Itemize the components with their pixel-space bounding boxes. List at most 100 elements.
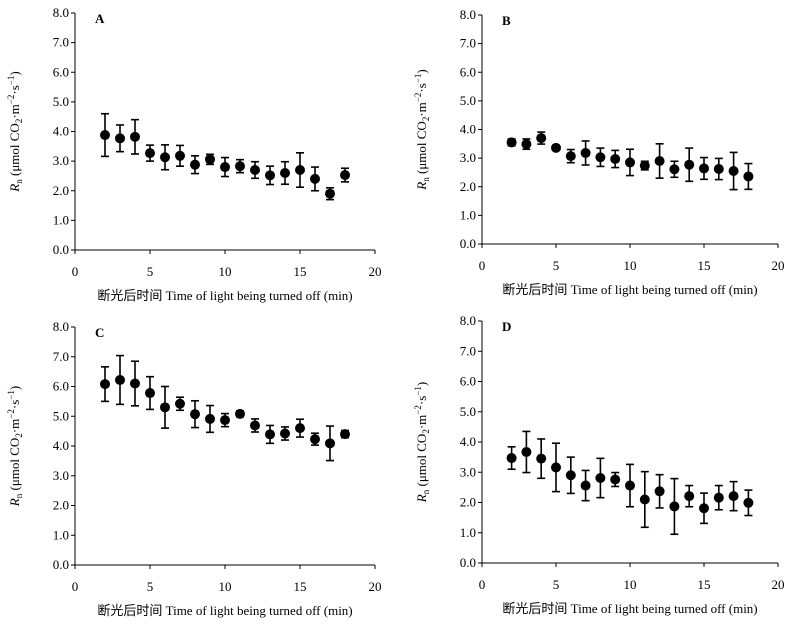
data-point — [235, 408, 245, 419]
data-point — [699, 163, 709, 174]
y-tick-label: 2.0 — [460, 495, 476, 510]
y-axis-label: Rn (μmol CO2·m−2·s−1) — [6, 386, 24, 507]
data-point — [175, 150, 185, 161]
data-point — [565, 151, 576, 162]
data-point — [565, 470, 576, 481]
data-point — [521, 139, 532, 150]
data-point — [280, 428, 290, 439]
x-axis-label: 断光后时间 Time of light being turned off (mi… — [97, 288, 352, 303]
x-tick-label: 5 — [553, 577, 560, 592]
data-point — [100, 130, 110, 141]
panel-d: 0.0 1.0 2.0 3.0 4.0 5.0 6.0 7.0 8.0 0 5 10 15 20 D 断光后时… — [413, 313, 785, 616]
data-point — [654, 486, 665, 497]
y-tick-label: 5.0 — [53, 94, 69, 109]
y-tick-label: 3.0 — [460, 150, 476, 165]
x-tick-label: 20 — [772, 258, 785, 273]
x-tick-label: 5 — [147, 579, 154, 594]
data-point — [205, 154, 215, 165]
data-point — [743, 497, 754, 508]
data-point — [580, 147, 591, 158]
y-tick-label: 4.0 — [460, 122, 476, 137]
x-tick-label: 0 — [72, 579, 79, 594]
data-point — [310, 434, 320, 445]
data-point — [639, 160, 650, 171]
x-axis-label: 断光后时间 Time of light being turned off (mi… — [502, 282, 757, 297]
data-point — [521, 446, 532, 457]
y-tick-label: 1.0 — [460, 525, 476, 540]
data-point — [684, 491, 695, 502]
x-tick-label: 10 — [219, 264, 232, 279]
y-tick-label: 0.0 — [53, 557, 69, 572]
panel-c: 0.0 1.0 2.0 3.0 4.0 5.0 6.0 7.0 8.0 0 5 10 15 20 C 断光后时… — [6, 319, 382, 618]
y-tick-label: 8.0 — [53, 5, 69, 20]
data-point — [310, 173, 320, 184]
data-point — [100, 379, 110, 390]
y-tick-label: 2.0 — [53, 498, 69, 513]
data-point — [639, 494, 650, 505]
data-point — [551, 462, 561, 473]
x-axis-label: 断光后时间 Time of light being turned off (mi… — [502, 601, 757, 616]
x-tick-label: 0 — [72, 264, 79, 279]
x-tick-label: 5 — [147, 264, 154, 279]
data-point — [728, 166, 739, 177]
y-tick-label: 3.0 — [53, 468, 69, 483]
data-point — [340, 170, 350, 181]
y-tick-label: 4.0 — [460, 434, 476, 449]
panel-label: A — [95, 11, 105, 26]
x-tick-label: 20 — [369, 579, 382, 594]
x-tick-label: 15 — [698, 577, 711, 592]
data-point — [713, 164, 724, 175]
data-point — [506, 453, 517, 464]
y-tick-label: 5.0 — [53, 408, 69, 423]
y-tick-label: 8.0 — [460, 7, 476, 22]
panel-label: B — [502, 13, 511, 28]
y-tick-label: 5.0 — [460, 93, 476, 108]
data-point — [340, 429, 350, 440]
y-tick-label: 2.0 — [460, 179, 476, 194]
data-point — [595, 472, 606, 483]
data-point — [713, 492, 724, 503]
data-point — [265, 429, 275, 440]
x-tick-label: 10 — [219, 579, 232, 594]
y-axis-label: Rn (μmol CO2·m−2·s−1) — [413, 69, 431, 190]
y-tick-label: 4.0 — [53, 438, 69, 453]
y-tick-label: 7.0 — [53, 349, 69, 364]
panel-label: D — [502, 319, 511, 334]
data-point — [160, 152, 170, 163]
panel-b: 0.0 1.0 2.0 3.0 4.0 5.0 6.0 7.0 8.0 0 5 10 15 20 B 断光后时… — [413, 7, 785, 297]
panel-a: 0.0 1.0 2.0 3.0 4.0 5.0 6.0 7.0 8.0 0 5 10 15 20 A 断光后时… — [6, 5, 382, 303]
data-point — [250, 165, 260, 176]
data-point — [506, 137, 517, 148]
y-tick-label: 0.0 — [53, 242, 69, 257]
data-point — [669, 501, 680, 512]
x-tick-label: 10 — [624, 577, 637, 592]
y-tick-label: 5.0 — [460, 404, 476, 419]
y-tick-label: 6.0 — [460, 64, 476, 79]
data-point — [743, 171, 754, 182]
x-tick-label: 10 — [624, 258, 637, 273]
y-tick-label: 6.0 — [53, 64, 69, 79]
data-point — [130, 131, 140, 142]
data-point — [250, 420, 260, 431]
y-tick-label: 7.0 — [460, 343, 476, 358]
x-axis-label: 断光后时间 Time of light being turned off (mi… — [97, 603, 352, 618]
y-tick-label: 7.0 — [460, 36, 476, 51]
y-tick-label: 1.0 — [460, 207, 476, 222]
y-tick-label: 1.0 — [53, 212, 69, 227]
y-tick-label: 8.0 — [460, 313, 476, 328]
data-point — [220, 162, 230, 173]
data-point — [175, 398, 185, 409]
x-tick-label: 5 — [553, 258, 560, 273]
x-tick-label: 0 — [479, 577, 486, 592]
x-tick-label: 15 — [294, 579, 307, 594]
data-point — [325, 438, 335, 449]
panel-label: C — [95, 325, 104, 340]
data-point — [130, 378, 140, 389]
data-point — [235, 161, 245, 172]
data-point — [325, 188, 335, 199]
data-point — [684, 159, 695, 170]
data-point — [728, 491, 739, 502]
y-tick-label: 4.0 — [53, 124, 69, 139]
x-tick-label: 0 — [479, 258, 486, 273]
